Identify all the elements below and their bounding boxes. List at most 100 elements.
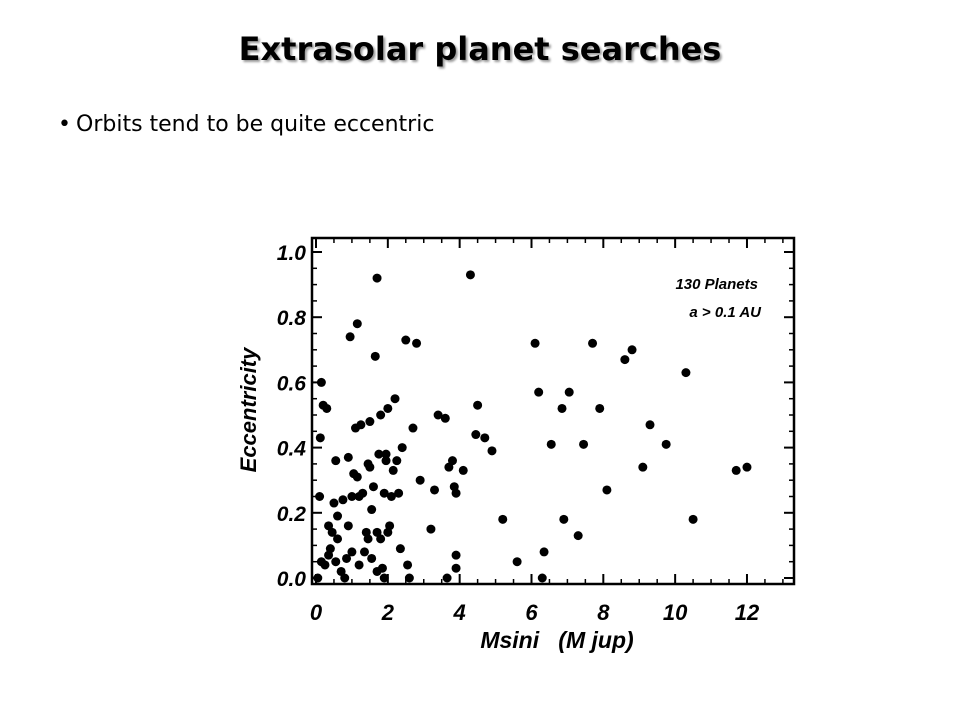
data-point [442,573,452,583]
data-point [412,338,422,348]
data-point [588,338,598,348]
data-point [557,403,567,413]
y-tick-label: 1.0 [277,242,307,265]
data-point [352,319,362,329]
data-point [363,534,373,544]
data-point [331,557,341,567]
data-point [394,488,404,498]
data-point [404,573,414,583]
data-point [315,433,325,443]
data-point [386,492,396,501]
data-point [322,403,332,413]
data-point [595,403,605,413]
data-point [333,534,343,544]
data-point [315,492,325,501]
data-point [480,433,490,443]
bullet-text: Orbits tend to be quite eccentric [76,112,435,137]
data-point [471,430,481,440]
data-point [546,439,556,449]
data-point [731,465,741,475]
data-point [327,527,337,537]
data-point [367,553,377,563]
bullet-dot-icon: • [58,112,71,137]
data-point [451,550,461,560]
data-points [313,270,752,583]
x-tick-label: 4 [453,600,466,625]
y-tick-label: 0.2 [277,503,307,526]
data-point [447,456,457,466]
data-point [620,355,630,365]
data-point [316,377,326,387]
data-point [573,531,583,541]
data-point [390,394,400,404]
data-point [426,524,436,534]
axis-ticks [312,238,794,584]
data-point [338,495,348,505]
data-point [388,465,398,475]
data-point [381,449,391,459]
data-point [537,573,547,583]
data-point [331,456,341,466]
data-point [688,514,698,524]
x-tick-label: 0 [310,600,323,625]
data-point [368,482,378,492]
data-point [352,472,362,482]
data-point [379,488,389,498]
y-tick-label: 0.4 [277,438,307,461]
data-point [370,351,380,361]
data-point [392,456,402,466]
data-point [602,485,612,495]
data-point [343,452,353,462]
data-point [376,534,386,544]
data-point [458,465,468,475]
data-point [379,573,389,583]
x-axis-label: Msini (M jup) [480,627,633,653]
data-point [313,573,323,583]
data-point [333,511,343,521]
annotation-count: 130 Planets [675,276,758,293]
data-point [385,521,395,531]
data-point [645,420,655,430]
x-tick-label: 10 [663,600,688,625]
data-point [742,462,752,472]
data-point [347,492,357,501]
data-point [451,488,461,498]
data-point [359,547,369,557]
data-point [347,547,357,557]
data-point [340,573,350,583]
tick-labels: 0 2 4 6 8 10 12 0.0 0.2 0.4 0.6 0.8 1.0 [277,242,760,625]
data-point [681,368,691,378]
data-point [661,439,671,449]
data-point [627,345,637,355]
data-point [374,449,384,459]
data-point [397,443,407,453]
data-point [440,413,450,423]
data-point [383,403,393,413]
data-point [329,498,339,508]
data-point [403,560,413,570]
data-point [579,439,589,449]
data-point [465,270,475,280]
data-point [381,456,391,466]
data-point [512,557,522,567]
data-point [564,387,574,397]
data-point [358,488,368,498]
data-point [342,553,352,563]
data-point [638,462,648,472]
y-tick-label: 0.8 [277,307,307,330]
data-point [534,387,544,397]
data-point [354,560,364,570]
data-point [367,505,377,515]
data-point [365,417,375,427]
data-point [343,521,353,531]
plot-frame [310,236,796,586]
data-point [356,420,366,430]
data-point [401,335,411,345]
y-axis-label: Eccentricity [236,346,261,472]
y-tick-label: 0.0 [277,568,307,591]
bullet-item: • Orbits tend to be quite eccentric [58,112,434,137]
data-point [539,547,549,557]
data-point [430,485,440,495]
annotation-range: a > 0.1 AU [689,304,762,321]
